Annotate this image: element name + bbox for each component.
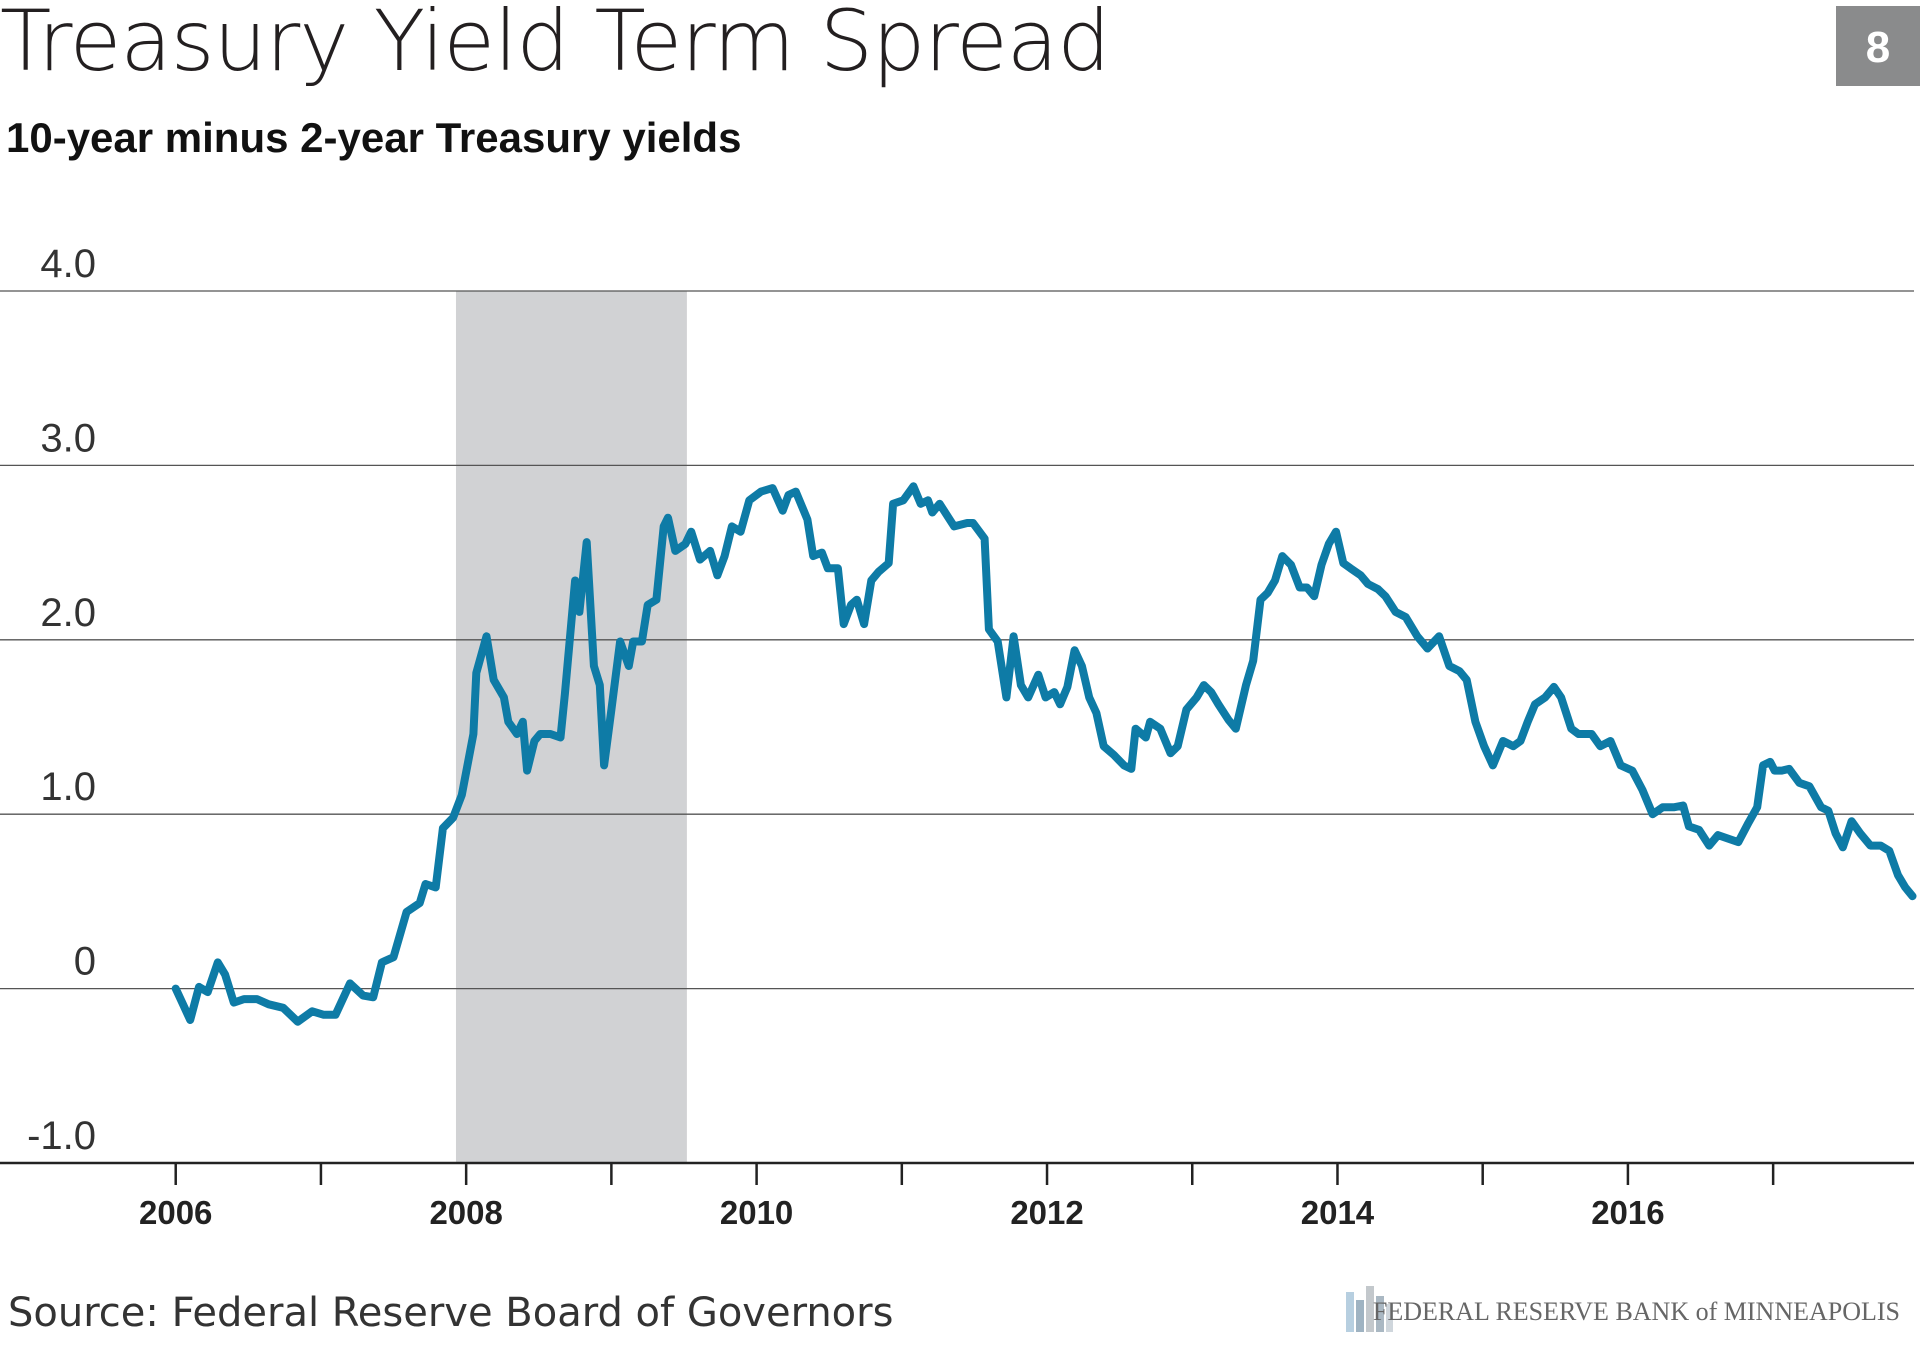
y-tick-label: 0	[74, 940, 96, 984]
x-tick-label: 2006	[139, 1194, 212, 1231]
x-tick-label: 2010	[720, 1194, 793, 1231]
x-tick-label: 2012	[1010, 1194, 1083, 1231]
y-tick-label: 1.0	[40, 765, 96, 809]
logo-bar	[1346, 1292, 1354, 1332]
plot-area: -1.0 0 1.0 2.0 3.0 4.0 2006 2008 2010 2012 2014 201…	[0, 242, 1917, 1231]
page-number: 8	[1866, 23, 1890, 72]
badge	[1836, 6, 1920, 86]
logo-bar	[1356, 1300, 1364, 1332]
x-tick-label: 2008	[429, 1194, 502, 1231]
x-tick-label: 2016	[1591, 1194, 1664, 1231]
publisher-name: FEDERAL RESERVE BANK of MINNEAPOLIS	[1373, 1297, 1900, 1326]
y-tick-label: 4.0	[40, 242, 96, 286]
x-tick-label: 2014	[1301, 1194, 1375, 1231]
recession-band	[455, 291, 687, 1163]
series-line	[171, 482, 1917, 1026]
y-tick-label: 2.0	[40, 591, 96, 635]
y-tick-label: -1.0	[27, 1114, 96, 1158]
logo-bar	[1366, 1286, 1374, 1332]
chart-title: Treasury Yield Term Spread	[0, 0, 1110, 90]
logo-bar	[1376, 1296, 1384, 1332]
chart-subtitle: 10-year minus 2-year Treasury yields	[6, 114, 741, 161]
source-note: Source: Federal Reserve Board of Governo…	[8, 1290, 893, 1336]
y-tick-label: 3.0	[40, 416, 96, 460]
publisher-logo	[1346, 1286, 1393, 1332]
logo-bar	[1386, 1304, 1393, 1332]
